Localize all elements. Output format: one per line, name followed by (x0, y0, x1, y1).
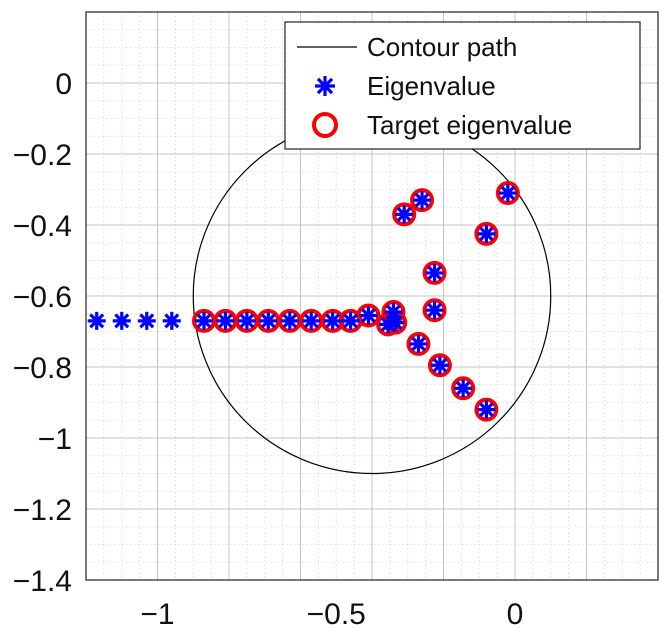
eigenvalue-marker (216, 311, 235, 330)
eigenvalue-marker (302, 311, 321, 330)
grid-layer (85, 11, 659, 581)
eigenvalue-marker (386, 313, 405, 332)
eigenvalue-marker (409, 334, 428, 353)
x-tick-label: −0.5 (307, 598, 366, 631)
target-eigenvalue-marker (495, 181, 520, 206)
target-eigenvalue-marker (422, 260, 447, 285)
eigenvalue-marker (454, 379, 473, 398)
eigenvalue-marker (359, 306, 378, 325)
target-eigenvalue-marker (474, 221, 499, 246)
target-eigenvalue-marker (406, 331, 431, 356)
eigenvalue-marker (194, 311, 213, 330)
eigenvalue-marker (137, 311, 156, 330)
y-tick-label: −0.4 (13, 210, 72, 243)
x-tick-label: 0 (507, 598, 524, 631)
legend-entry-label: Target eigenvalue (367, 110, 572, 140)
legend-eigenvalue-swatch (315, 76, 335, 96)
legend-box (284, 21, 641, 150)
legend: Contour path Eigenvalue Target eigenvalue (284, 21, 641, 150)
target-eigenvalue-marker (451, 376, 476, 401)
eigenvalue-marker (162, 311, 181, 330)
eigenvalue-layer (87, 184, 517, 419)
y-tick-label: −0.2 (13, 139, 72, 172)
legend-target-swatch (312, 112, 338, 138)
y-tick-label: −0.6 (13, 281, 72, 314)
eigenvalue-marker (323, 311, 342, 330)
eigenvalue-marker (425, 263, 444, 282)
target-eigenvalue-marker (427, 353, 452, 378)
target-eigenvalue-layer (191, 181, 520, 422)
eigenvalue-marker (430, 356, 449, 375)
legend-entry-label: Contour path (367, 32, 517, 62)
eigenvalue-marker (477, 400, 496, 419)
eigenvalue-marker (477, 224, 496, 243)
eigenvalue-marker (112, 311, 131, 330)
eigenvalue-marker (341, 311, 360, 330)
x-tick-label: −1 (140, 598, 174, 631)
eigenvalue-marker (395, 205, 414, 224)
y-tick-label: 0 (55, 68, 72, 101)
eigenvalue-marker (259, 311, 278, 330)
eigenvalue-marker (413, 191, 432, 210)
y-tick-label: −0.8 (13, 352, 72, 385)
y-tick-label: −1.2 (13, 494, 72, 527)
target-eigenvalue-marker (392, 202, 417, 227)
eigenvalue-marker (237, 311, 256, 330)
y-tick-label: −1 (38, 423, 72, 456)
legend-entry-label: Eigenvalue (367, 71, 496, 101)
axes-box (85, 11, 659, 581)
target-eigenvalue-marker (474, 397, 499, 422)
eigenvalue-marker (425, 301, 444, 320)
eigenvalue-marker (87, 311, 106, 330)
tick-layer: −1 −0.5 0 0 −0.2 −0.4 −0.6 −0.8 −1 −1.2 −1.4 (13, 68, 524, 631)
eigenvalue-marker (280, 311, 299, 330)
target-eigenvalue-marker (356, 303, 381, 328)
eigenvalue-marker (498, 184, 517, 203)
target-eigenvalue-marker (422, 298, 447, 323)
y-tick-label: −1.4 (13, 565, 72, 598)
target-eigenvalue-marker (410, 188, 435, 213)
